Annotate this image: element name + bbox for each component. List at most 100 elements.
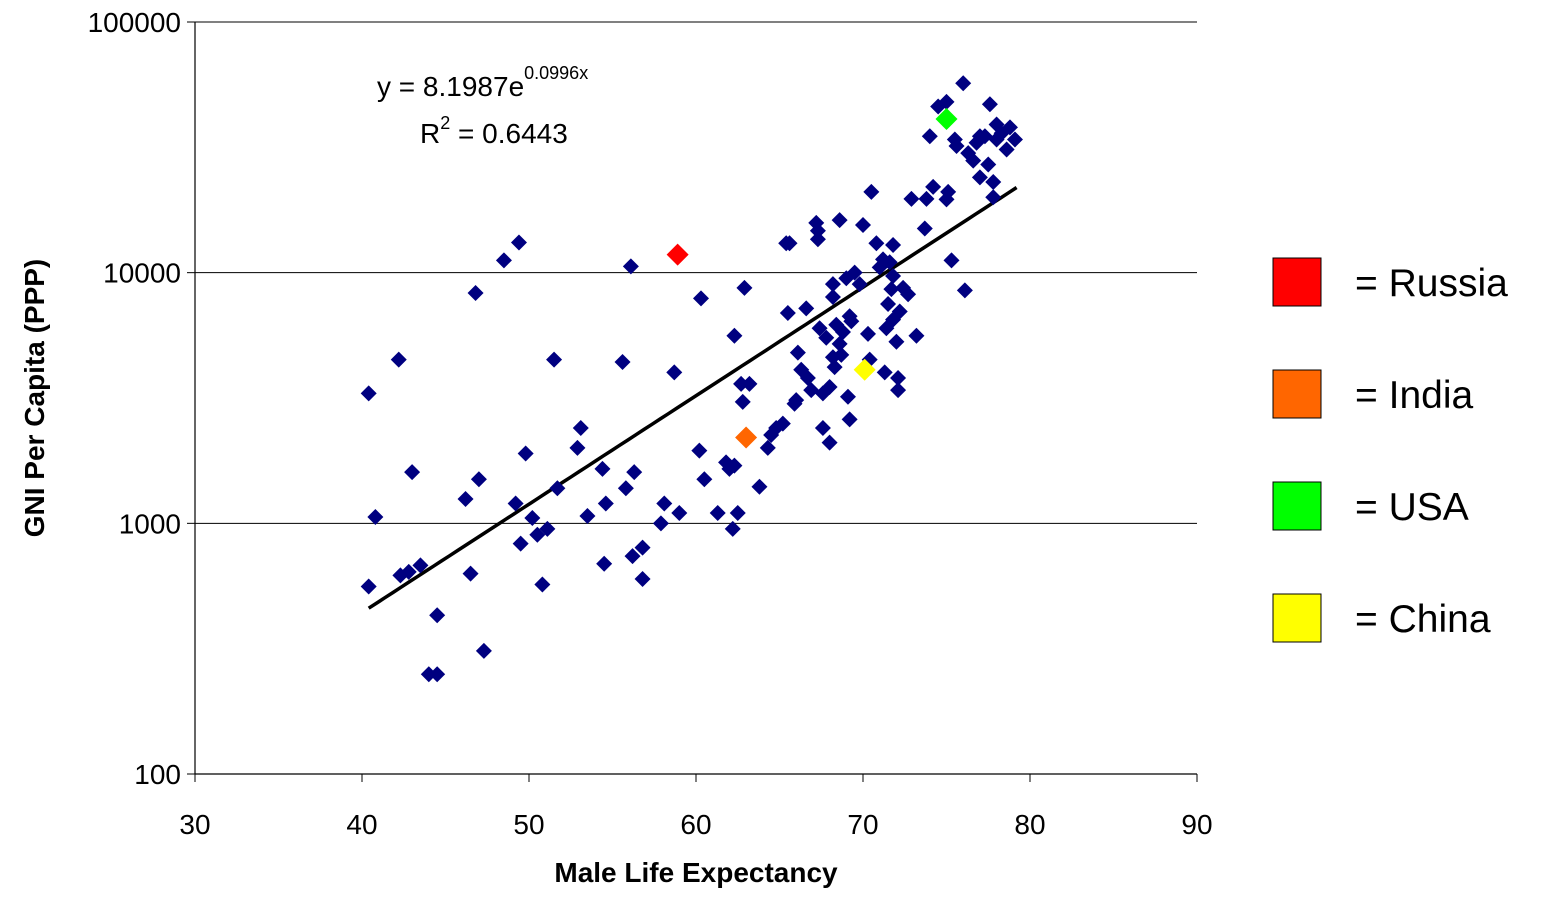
x-axis-title: Male Life Expectancy	[554, 857, 838, 888]
legend-label: = USA	[1355, 486, 1469, 529]
x-tick-label: 60	[680, 809, 711, 840]
point	[594, 460, 611, 477]
point	[666, 243, 689, 266]
point	[831, 335, 848, 352]
point	[622, 258, 639, 275]
point	[512, 535, 529, 552]
y-tick-label: 100000	[88, 7, 181, 38]
point	[412, 557, 429, 574]
point	[839, 388, 856, 405]
equation-exponent: 0.0996	[524, 63, 579, 83]
y-axis-title: GNI Per Capita (PPP)	[19, 259, 50, 538]
x-tick-label: 90	[1181, 809, 1212, 840]
point	[539, 520, 556, 537]
legend-label: = Russia	[1355, 262, 1508, 305]
point	[524, 510, 541, 527]
point	[834, 323, 851, 340]
point	[751, 478, 768, 495]
point	[614, 354, 631, 371]
point	[916, 220, 933, 237]
point	[881, 254, 898, 271]
legend-name: China	[1389, 598, 1491, 641]
point	[925, 178, 942, 195]
point	[890, 370, 907, 387]
point	[572, 420, 589, 437]
point	[360, 385, 377, 402]
point	[724, 520, 741, 537]
point	[891, 303, 908, 320]
trendline	[367, 186, 1018, 610]
point	[918, 190, 935, 207]
point	[400, 563, 417, 580]
r-value: 0.6443	[482, 118, 568, 149]
point	[634, 539, 651, 556]
x-tick-label: 80	[1014, 809, 1045, 840]
point	[510, 234, 527, 251]
point	[726, 327, 743, 344]
point	[733, 375, 750, 392]
point	[693, 290, 710, 307]
legend-label: = China	[1355, 598, 1491, 641]
point	[955, 75, 972, 92]
r-power: 2	[440, 113, 450, 133]
point	[860, 325, 877, 342]
point	[624, 548, 641, 565]
r-squared: R2 = 0.6443	[420, 113, 568, 149]
point	[980, 156, 997, 173]
point	[626, 464, 643, 481]
point	[826, 359, 843, 376]
point	[943, 252, 960, 269]
point	[691, 442, 708, 459]
point	[429, 607, 446, 624]
legend-prefix: =	[1355, 262, 1389, 305]
point	[890, 382, 907, 399]
point	[579, 507, 596, 524]
point	[360, 578, 377, 595]
point	[420, 666, 437, 683]
point	[855, 216, 871, 233]
equation-base: e	[509, 71, 525, 102]
point	[846, 264, 863, 281]
point	[457, 491, 474, 508]
point	[736, 279, 753, 296]
legend-prefix: =	[1355, 598, 1389, 641]
point	[495, 252, 512, 269]
point	[809, 222, 826, 239]
point	[726, 457, 743, 474]
point	[976, 128, 993, 145]
point	[709, 504, 726, 521]
point	[652, 515, 669, 532]
point	[998, 141, 1015, 158]
point	[788, 392, 805, 409]
point	[814, 420, 831, 437]
point	[390, 351, 407, 368]
point	[467, 284, 484, 301]
point	[517, 445, 534, 462]
equation-prefix: y =	[377, 71, 423, 102]
x-tick-label: 50	[513, 809, 544, 840]
point	[863, 183, 880, 200]
point	[735, 426, 758, 449]
r-label: R	[420, 118, 440, 149]
trend-equation: y = 8.1987e0.0996x	[377, 63, 588, 102]
point	[993, 125, 1010, 142]
point	[843, 313, 860, 330]
point	[876, 364, 893, 381]
point	[888, 333, 905, 350]
point	[818, 329, 835, 346]
point	[666, 364, 683, 381]
point	[948, 138, 965, 155]
legend-prefix: =	[1355, 486, 1389, 529]
legend-label: = India	[1355, 374, 1474, 417]
point	[935, 108, 958, 131]
point	[841, 411, 858, 428]
point	[596, 555, 613, 572]
point	[774, 415, 791, 432]
point	[900, 286, 917, 303]
point	[367, 508, 384, 525]
point	[741, 375, 758, 392]
point	[569, 439, 586, 456]
point	[597, 495, 614, 512]
